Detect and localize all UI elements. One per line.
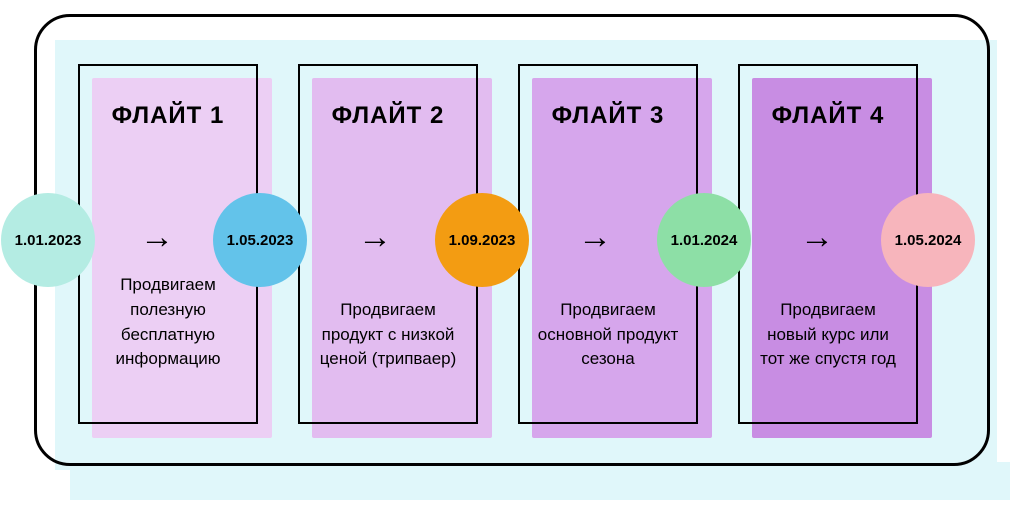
date-2-label: 1.05.2023: [227, 232, 294, 249]
arrow-4: →: [800, 220, 834, 254]
card-3-title: ФЛАЙТ 3: [552, 102, 665, 130]
date-3-label: 1.09.2023: [449, 232, 516, 249]
arrow-3: →: [578, 220, 612, 254]
card-4-title: ФЛАЙТ 4: [772, 102, 885, 130]
card-2-desc: Продвигаем продукт с низкой ценой (трипв…: [310, 298, 466, 372]
date-4-label: 1.01.2024: [671, 232, 738, 249]
arrow-1: →: [140, 220, 174, 254]
date-2: 1.05.2023: [213, 193, 307, 287]
card-1-desc: Продвигаем полезную бесплатную информаци…: [90, 273, 246, 372]
card-1-title: ФЛАЙТ 1: [112, 102, 225, 130]
card-4-desc: Продвигаем новый курс или тот же спустя …: [750, 298, 906, 372]
date-1-label: 1.01.2023: [15, 232, 82, 249]
arrow-2: →: [358, 220, 392, 254]
date-3: 1.09.2023: [435, 193, 529, 287]
date-5: 1.05.2024: [881, 193, 975, 287]
date-5-label: 1.05.2024: [895, 232, 962, 249]
card-2-title: ФЛАЙТ 2: [332, 102, 445, 130]
date-4: 1.01.2024: [657, 193, 751, 287]
bg-band-2: [70, 462, 1010, 500]
date-1: 1.01.2023: [1, 193, 95, 287]
card-3-desc: Продвигаем основной продукт сезона: [530, 298, 686, 372]
